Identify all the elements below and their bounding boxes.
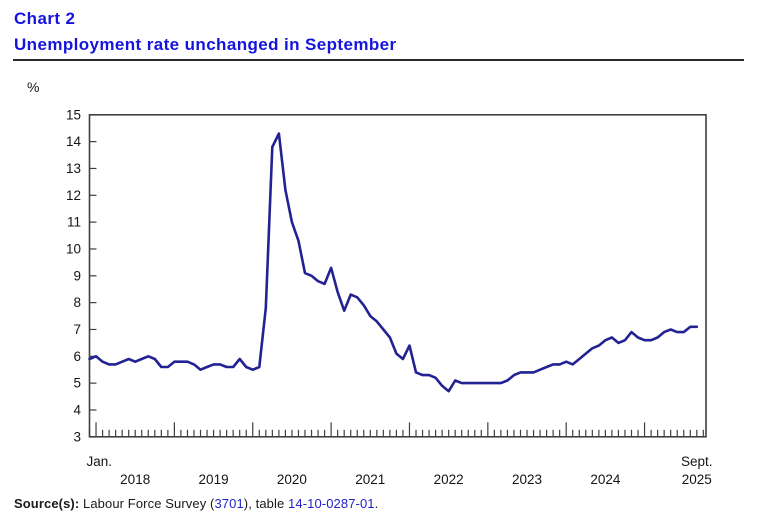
chart-title: Unemployment rate unchanged in September: [14, 35, 397, 54]
y-tick-label: 14: [66, 134, 82, 149]
survey-3701-link[interactable]: 3701: [214, 496, 244, 511]
y-tick-label: 4: [73, 402, 81, 417]
y-tick-label: 8: [73, 295, 81, 310]
plot-border: [88, 114, 707, 438]
y-tick-label: 15: [66, 107, 81, 122]
x-year-label: 2022: [434, 472, 464, 487]
x-last-year-label: 2025: [682, 472, 712, 487]
source-label: Source(s):: [14, 496, 80, 511]
y-tick-label: 5: [73, 376, 81, 391]
x-year-label: 2020: [277, 472, 307, 487]
x-year-label: 2019: [199, 472, 229, 487]
y-tick-label: 9: [73, 268, 81, 283]
y-tick-label: 10: [66, 241, 81, 256]
source-text: ), table: [243, 496, 289, 511]
x-last-month-label: Sept.: [681, 454, 713, 469]
source-text: .: [374, 496, 379, 511]
unemployment-rate-line: [88, 132, 699, 393]
x-year-label: 2018: [120, 472, 150, 487]
chart-number: Chart 2: [14, 9, 76, 28]
table-14-10-0287-01-link[interactable]: 14-10-0287-01: [288, 496, 375, 511]
y-tick-label: 7: [73, 322, 81, 337]
y-tick-label: 6: [73, 349, 81, 364]
x-year-label: 2024: [590, 472, 621, 487]
y-axis-unit-label: %: [27, 79, 39, 95]
x-first-month-label: Jan.: [87, 454, 113, 469]
y-tick-label: 11: [67, 215, 81, 230]
y-tick-label: 12: [66, 188, 81, 203]
y-tick-label: 3: [73, 429, 81, 444]
y-tick-label: 13: [66, 161, 81, 176]
title-divider: [13, 59, 744, 61]
source-text: Labour Force Survey (: [79, 496, 215, 511]
chart-header: Chart 2 Unemployment rate unchanged in S…: [14, 6, 397, 58]
x-year-label: 2023: [512, 472, 542, 487]
x-year-label: 2021: [355, 472, 385, 487]
source-line: Source(s): Labour Force Survey (3701), t…: [14, 496, 378, 511]
